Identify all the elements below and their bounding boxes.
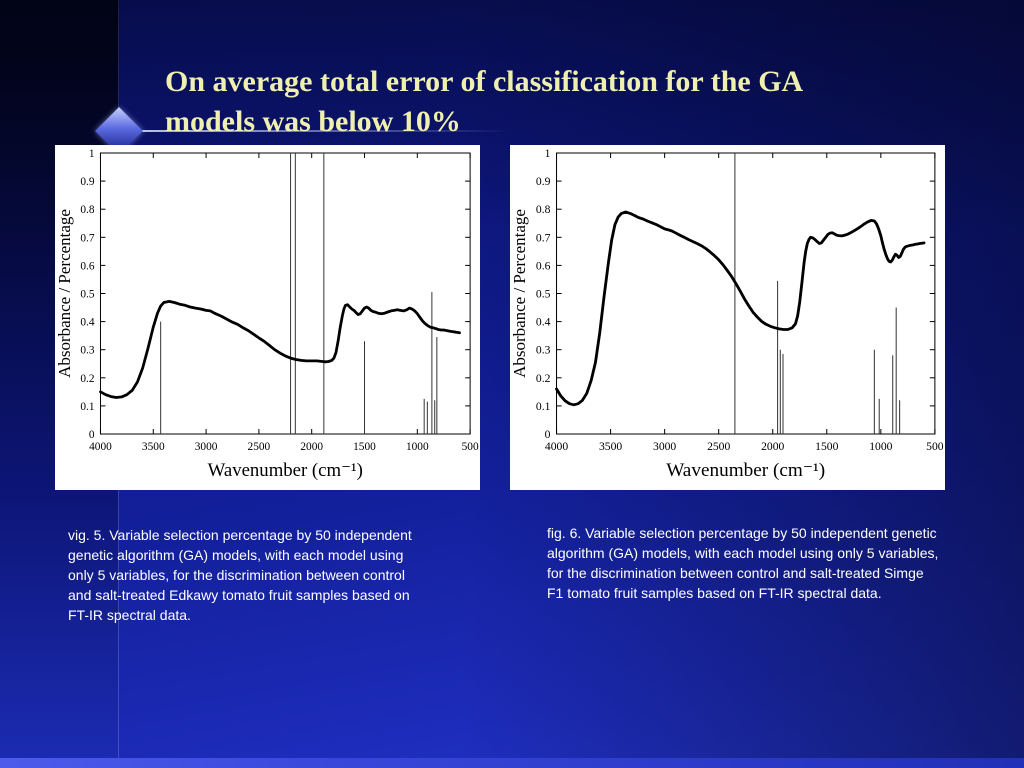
svg-text:0: 0 xyxy=(545,428,551,441)
svg-text:Absorbance / Percentage: Absorbance / Percentage xyxy=(55,209,74,378)
spectrum-chart-simge: 4000 3500 3000 2500 2000 1500 1000 500 0 0.1 0.2 0.… xyxy=(510,145,945,490)
figure-caption-right: fig. 6. Variable selection percentage by… xyxy=(547,525,939,601)
svg-text:0.1: 0.1 xyxy=(536,400,551,413)
svg-text:0.8: 0.8 xyxy=(80,204,94,216)
figure-caption-left: vig. 5. Variable selection percentage by… xyxy=(68,527,412,623)
svg-text:2500: 2500 xyxy=(248,441,271,453)
svg-text:0.3: 0.3 xyxy=(80,345,94,357)
svg-text:0.2: 0.2 xyxy=(536,372,551,385)
svg-text:1000: 1000 xyxy=(406,441,429,453)
svg-text:0.3: 0.3 xyxy=(536,344,551,357)
svg-text:4000: 4000 xyxy=(89,441,112,453)
svg-text:2500: 2500 xyxy=(707,440,730,453)
svg-text:0: 0 xyxy=(89,429,95,441)
svg-text:Wavenumber (cm⁻¹): Wavenumber (cm⁻¹) xyxy=(208,460,363,481)
svg-text:Wavenumber (cm⁻¹): Wavenumber (cm⁻¹) xyxy=(666,460,825,481)
svg-text:1000: 1000 xyxy=(869,440,892,453)
svg-text:0.5: 0.5 xyxy=(80,288,94,300)
svg-text:3000: 3000 xyxy=(653,440,676,453)
spectrum-chart-edkawy: 4000 3500 3000 2500 2000 1500 1000 500 0 0.1 0.2 0.… xyxy=(55,145,480,490)
svg-text:3500: 3500 xyxy=(142,441,165,453)
svg-text:0.4: 0.4 xyxy=(80,317,94,329)
svg-text:1500: 1500 xyxy=(815,440,838,453)
svg-text:0.9: 0.9 xyxy=(80,176,94,188)
svg-text:1: 1 xyxy=(89,148,95,160)
bottom-accent-strip xyxy=(0,758,1024,768)
figure-panel-left: 4000 3500 3000 2500 2000 1500 1000 500 0 0.1 0.2 0.… xyxy=(55,145,480,490)
svg-text:0.5: 0.5 xyxy=(536,288,551,301)
figure-panel-right: 4000 3500 3000 2500 2000 1500 1000 500 0 0.1 0.2 0.… xyxy=(510,145,945,490)
svg-text:0.1: 0.1 xyxy=(80,401,94,413)
svg-text:0.6: 0.6 xyxy=(80,260,94,272)
svg-text:0.4: 0.4 xyxy=(536,316,551,329)
svg-text:Absorbance / Percentage: Absorbance / Percentage xyxy=(510,209,529,378)
svg-text:4000: 4000 xyxy=(545,440,568,453)
svg-text:0.6: 0.6 xyxy=(536,259,551,272)
svg-text:1500: 1500 xyxy=(353,441,376,453)
svg-text:0.7: 0.7 xyxy=(536,231,551,244)
svg-text:1: 1 xyxy=(545,147,551,160)
svg-text:2000: 2000 xyxy=(761,440,784,453)
svg-text:0.7: 0.7 xyxy=(80,232,94,244)
svg-text:0.8: 0.8 xyxy=(536,203,551,216)
svg-text:3500: 3500 xyxy=(599,440,622,453)
page-title: On average total error of classification… xyxy=(165,65,802,138)
svg-text:2000: 2000 xyxy=(300,441,323,453)
svg-text:500: 500 xyxy=(462,441,479,453)
svg-text:0.2: 0.2 xyxy=(80,373,94,385)
svg-text:3000: 3000 xyxy=(195,441,218,453)
title-underline xyxy=(119,130,509,132)
svg-text:0.9: 0.9 xyxy=(536,175,551,188)
svg-text:500: 500 xyxy=(926,440,944,453)
